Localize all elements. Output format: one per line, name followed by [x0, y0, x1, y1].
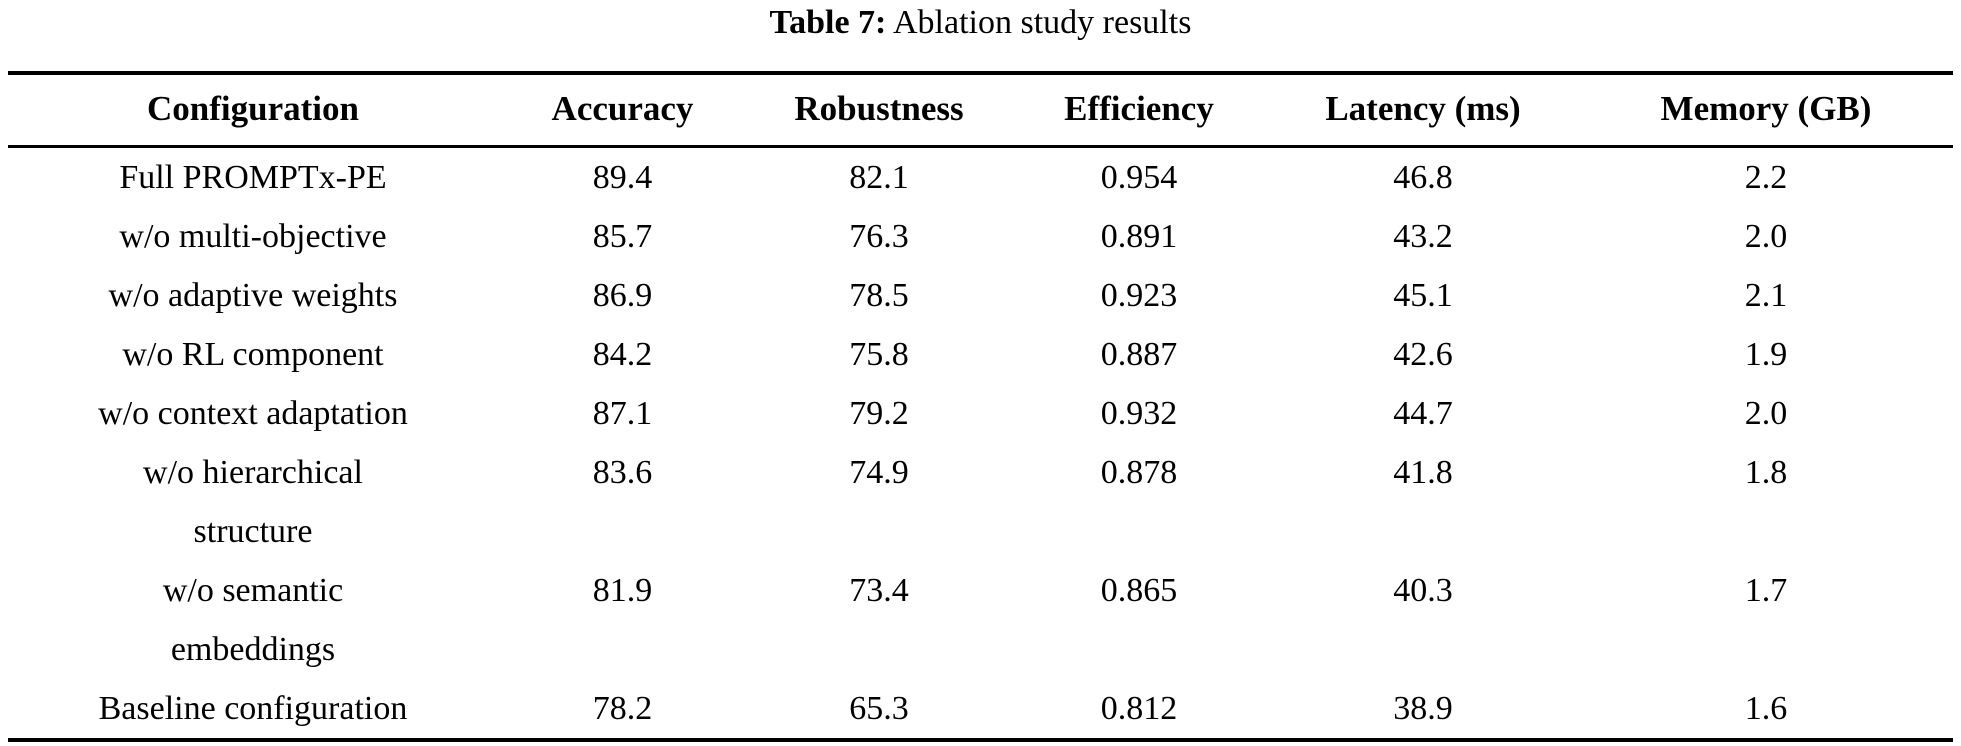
cell-efficiency: 0.923	[1100, 277, 1178, 314]
cell-efficiency: 0.954	[1100, 159, 1178, 196]
table-caption-label: Table 7:	[769, 4, 887, 41]
cell-memory: 1.9	[1744, 336, 1788, 373]
cell-accuracy: 84.2	[592, 336, 653, 373]
cell-memory: 1.6	[1744, 690, 1788, 727]
header-row: Configuration Accuracy Robustness Effici…	[8, 73, 1953, 147]
cell-efficiency: 0.891	[1100, 218, 1178, 255]
cell-robustness: 74.9	[849, 454, 909, 491]
cell-latency: 41.8	[1393, 454, 1453, 491]
table-caption-text: Ablation study results	[886, 4, 1192, 41]
cell-configuration: w/o multi-objective	[119, 218, 387, 255]
cell-memory: 2.0	[1744, 395, 1788, 432]
column-header-robustness: Robustness	[794, 89, 964, 128]
cell-memory: 2.1	[1744, 277, 1788, 314]
table-row: w/o multi-objective 85.7 76.3 0.891 43.2…	[8, 207, 1953, 266]
cell-robustness: 65.3	[849, 690, 909, 727]
table-row: w/o context adaptation 87.1 79.2 0.932 4…	[8, 384, 1953, 443]
cell-memory: 1.8	[1744, 454, 1788, 491]
cell-efficiency: 0.887	[1100, 336, 1178, 373]
cell-memory: 2.0	[1744, 218, 1788, 255]
column-header-latency: Latency (ms)	[1325, 89, 1521, 128]
ablation-table: Configuration Accuracy Robustness Effici…	[8, 71, 1953, 742]
cell-accuracy: 81.9	[592, 572, 653, 609]
cell-efficiency: 0.865	[1100, 572, 1178, 609]
cell-accuracy: 85.7	[592, 218, 653, 255]
cell-robustness: 82.1	[849, 159, 909, 196]
table-row: w/o semantic embeddings 81.9 73.4 0.865 …	[8, 561, 1953, 679]
table-row: w/o hierarchical structure 83.6 74.9 0.8…	[8, 443, 1953, 561]
cell-latency: 46.8	[1393, 159, 1453, 196]
cell-configuration: w/o hierarchical structure	[143, 454, 363, 550]
table-header: Configuration Accuracy Robustness Effici…	[8, 73, 1953, 147]
cell-latency: 43.2	[1393, 218, 1453, 255]
cell-efficiency: 0.932	[1100, 395, 1178, 432]
cell-robustness: 78.5	[849, 277, 909, 314]
column-header-accuracy: Accuracy	[551, 89, 694, 128]
cell-configuration: Baseline configuration	[98, 690, 408, 727]
cell-robustness: 79.2	[849, 395, 909, 432]
cell-latency: 40.3	[1393, 572, 1453, 609]
cell-accuracy: 87.1	[592, 395, 653, 432]
cell-latency: 45.1	[1393, 277, 1453, 314]
cell-accuracy: 78.2	[592, 690, 653, 727]
cell-robustness: 73.4	[849, 572, 909, 609]
table-caption: Table 7: Ablation study results	[0, 0, 1961, 45]
column-header-memory: Memory (GB)	[1660, 89, 1872, 128]
table-row: w/o adaptive weights 86.9 78.5 0.923 45.…	[8, 266, 1953, 325]
cell-configuration: Full PROMPTx-PE	[119, 159, 387, 196]
cell-latency: 42.6	[1393, 336, 1453, 373]
cell-accuracy: 83.6	[592, 454, 653, 491]
column-header-efficiency: Efficiency	[1064, 89, 1214, 128]
table-body: Full PROMPTx-PE 89.4 82.1 0.954 46.8 2.2…	[8, 147, 1953, 741]
cell-efficiency: 0.812	[1100, 690, 1178, 727]
cell-efficiency: 0.878	[1100, 454, 1178, 491]
cell-latency: 44.7	[1393, 395, 1453, 432]
cell-accuracy: 86.9	[592, 277, 653, 314]
cell-memory: 1.7	[1744, 572, 1788, 609]
table-row: Full PROMPTx-PE 89.4 82.1 0.954 46.8 2.2	[8, 147, 1953, 208]
cell-configuration: w/o RL component	[122, 336, 384, 373]
table-row: w/o RL component 84.2 75.8 0.887 42.6 1.…	[8, 325, 1953, 384]
cell-configuration: w/o semantic embeddings	[162, 572, 344, 668]
cell-memory: 2.2	[1744, 159, 1788, 196]
cell-accuracy: 89.4	[592, 159, 653, 196]
cell-robustness: 76.3	[849, 218, 909, 255]
cell-configuration: w/o context adaptation	[98, 395, 408, 432]
cell-configuration: w/o adaptive weights	[108, 277, 398, 314]
cell-robustness: 75.8	[849, 336, 909, 373]
cell-latency: 38.9	[1393, 690, 1453, 727]
table-row: Baseline configuration 78.2 65.3 0.812 3…	[8, 679, 1953, 740]
column-header-configuration: Configuration	[147, 89, 359, 128]
